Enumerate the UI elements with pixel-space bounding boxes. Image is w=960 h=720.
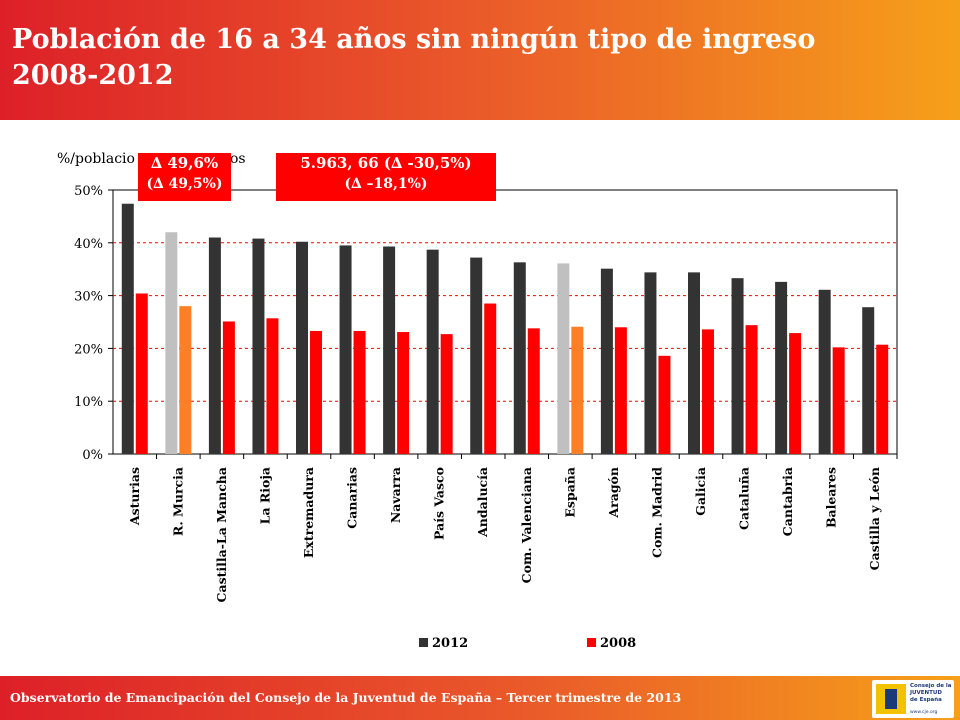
bar-2008 bbox=[353, 330, 366, 454]
bar-2012 bbox=[557, 263, 570, 454]
x-tick-label: España bbox=[562, 467, 577, 518]
bar-2008 bbox=[571, 326, 584, 454]
y-axis-label-tail: os bbox=[230, 151, 246, 167]
x-tick-label: Castilla-La Mancha bbox=[214, 467, 229, 602]
bar-2012 bbox=[600, 268, 613, 454]
bar-2008 bbox=[222, 321, 235, 454]
x-tick-label: Cataluña bbox=[737, 467, 752, 530]
x-tick-label: R. Murcia bbox=[170, 467, 185, 536]
bar-2008 bbox=[614, 327, 627, 454]
logo-url: www.cje.org bbox=[910, 710, 938, 715]
bar-2012 bbox=[383, 246, 396, 454]
logo-mark-icon bbox=[876, 684, 906, 714]
bar-2008 bbox=[876, 344, 889, 454]
bar-2008 bbox=[440, 334, 453, 454]
bar-2008 bbox=[266, 318, 279, 454]
logo-text: Consejo de la JUVENTUD de España bbox=[910, 683, 952, 703]
x-tick-label: Castilla y León bbox=[867, 467, 882, 570]
callout-murcia: ∆ 49,6% (∆ 49,5%) bbox=[138, 153, 231, 201]
x-tick-label: Andalucía bbox=[475, 467, 490, 538]
bar-2008 bbox=[135, 293, 148, 454]
x-tick-label: Cantabria bbox=[780, 467, 795, 536]
bar-2008 bbox=[310, 330, 322, 454]
bar-2012 bbox=[862, 307, 875, 454]
bar-2012 bbox=[165, 232, 178, 454]
footer-text: Observatorio de Emancipación del Consejo… bbox=[10, 690, 682, 705]
x-tick-label: Navarra bbox=[388, 467, 403, 523]
page-title: Población de 16 a 34 años sin ningún tip… bbox=[12, 22, 815, 94]
x-tick-label: La Rioja bbox=[257, 467, 272, 524]
title-line-1: Población de 16 a 34 años sin ningún tip… bbox=[12, 24, 816, 55]
y-tick-label: 10% bbox=[74, 395, 103, 410]
bar-2008 bbox=[179, 306, 192, 454]
bar-2012 bbox=[688, 272, 700, 454]
x-tick-label: Baleares bbox=[824, 467, 839, 528]
bar-2012 bbox=[426, 249, 439, 454]
callout-espana-line2: (∆ –18,1%) bbox=[344, 176, 428, 192]
callout-murcia-line1: ∆ 49,6% bbox=[150, 154, 219, 172]
bar-2008 bbox=[789, 333, 802, 454]
bar-2008 bbox=[745, 325, 758, 454]
legend-label-2008: 2008 bbox=[600, 636, 636, 651]
bar-2012 bbox=[296, 241, 308, 454]
y-tick-label: 30% bbox=[74, 290, 103, 305]
bar-2012 bbox=[731, 278, 744, 454]
x-tick-label: País Vasco bbox=[432, 467, 447, 540]
bar-2012 bbox=[513, 262, 526, 454]
legend-label-2012: 2012 bbox=[432, 636, 468, 651]
x-tick-label: Com. Valenciana bbox=[519, 467, 534, 583]
x-tick-label: Galicia bbox=[693, 467, 708, 516]
bar-2008 bbox=[484, 303, 497, 454]
bar-2012 bbox=[644, 272, 657, 454]
x-tick-label: Extremadura bbox=[301, 467, 316, 558]
bar-2012 bbox=[339, 245, 352, 454]
bar-2012 bbox=[470, 257, 483, 454]
callout-espana: 5.963, 66 (∆ -30,5%) (∆ –18,1%) bbox=[276, 153, 496, 201]
bar-2012 bbox=[252, 238, 265, 454]
legend-swatch-2012 bbox=[419, 638, 428, 647]
y-tick-label: 40% bbox=[74, 237, 103, 252]
x-tick-label: Aragón bbox=[606, 467, 621, 519]
footer-banner: Observatorio de Emancipación del Consejo… bbox=[0, 676, 960, 720]
y-tick-label: 50% bbox=[74, 184, 103, 199]
x-tick-label: Canarias bbox=[345, 467, 360, 529]
bar-2008 bbox=[702, 329, 714, 454]
bar-2012 bbox=[121, 203, 134, 454]
title-line-2: 2008-2012 bbox=[12, 60, 174, 91]
x-tick-label: Com. Madrid bbox=[649, 467, 664, 558]
y-tick-label: 0% bbox=[82, 448, 103, 463]
bar-2012 bbox=[208, 237, 221, 454]
header-banner: Población de 16 a 34 años sin ningún tip… bbox=[0, 0, 960, 120]
bar-chart: %/poblacio os 0% 10% 20% 30% 40% 50% Asturias R. … bbox=[57, 151, 898, 651]
bar-2008 bbox=[658, 355, 671, 454]
callout-espana-line1: 5.963, 66 (∆ -30,5%) bbox=[300, 154, 472, 172]
x-tick-label: Asturias bbox=[127, 467, 142, 526]
bar-2008 bbox=[397, 332, 410, 454]
bar-2012 bbox=[818, 289, 831, 454]
bar-2012 bbox=[775, 281, 788, 454]
y-axis-label: %/poblacio bbox=[57, 151, 135, 167]
y-tick-label: 20% bbox=[74, 342, 103, 357]
legend-swatch-2008 bbox=[587, 638, 596, 647]
callout-murcia-line2: (∆ 49,5%) bbox=[146, 176, 223, 192]
bar-2008 bbox=[527, 328, 540, 454]
cje-logo: Consejo de la JUVENTUD de España www.cje… bbox=[872, 680, 954, 718]
bar-2008 bbox=[832, 347, 845, 454]
